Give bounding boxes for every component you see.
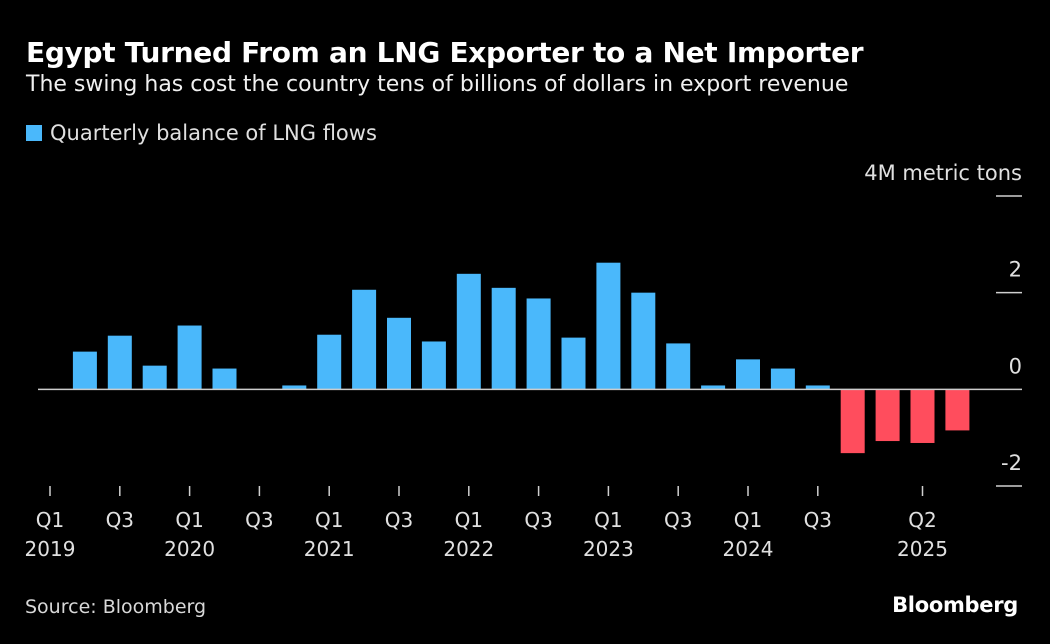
bloomberg-logo: Bloomberg	[892, 593, 1018, 617]
x-tick-quarter: Q3	[804, 508, 832, 532]
y-tick-label: 2	[1009, 258, 1022, 282]
bar-2022-q2	[491, 287, 516, 390]
x-tick-year: 2022	[443, 537, 494, 561]
bar-2025-q1	[875, 389, 900, 442]
x-tick-quarter: Q3	[245, 508, 273, 532]
bar-2024-q3	[805, 385, 830, 390]
bar-2023-q1	[596, 262, 621, 390]
chart-title: Egypt Turned From an LNG Exporter to a N…	[26, 36, 864, 69]
bar-2025-q2	[910, 389, 935, 443]
bar-2022-q1	[456, 273, 481, 390]
x-tick-quarter: Q1	[36, 508, 64, 532]
bar-2025-q3	[945, 389, 970, 431]
bar-2020-q1	[177, 325, 202, 390]
bar-2024-q2	[770, 368, 795, 390]
bar-2023-q3	[666, 343, 691, 390]
x-axis: Q1 2019 Q3 Q1 2020 Q3 Q1 2021 Q3 Q1 2022 Q3 Q1 2023 Q3…	[25, 486, 948, 561]
x-tick-quarter: Q3	[664, 508, 692, 532]
bar-2023-q2	[631, 292, 656, 390]
legend-label: Quarterly balance of LNG flows	[50, 121, 377, 145]
bar-2024-q4	[840, 389, 865, 454]
legend-swatch	[26, 125, 42, 141]
bar-2021-q2	[352, 289, 377, 390]
x-tick-year: 2020	[164, 537, 215, 561]
bar-2022-q3	[526, 298, 551, 390]
y-tick-label: 4M metric tons	[864, 161, 1022, 185]
x-tick-quarter: Q1	[455, 508, 483, 532]
bar-2022-q4	[561, 337, 586, 390]
bar-2021-q4	[421, 341, 446, 390]
legend: Quarterly balance of LNG flows	[26, 121, 377, 145]
x-tick-year: 2025	[897, 537, 948, 561]
x-tick-quarter: Q2	[908, 508, 936, 532]
y-tick-label: -2	[1001, 451, 1022, 475]
bar-2024-q1	[736, 359, 760, 390]
bar-2019-q3	[107, 335, 132, 390]
bar-2021-q1	[317, 334, 342, 390]
x-tick-quarter: Q1	[734, 508, 762, 532]
x-tick-quarter: Q1	[594, 508, 622, 532]
x-tick-year: 2023	[583, 537, 634, 561]
x-tick-quarter: Q1	[175, 508, 203, 532]
bar-2019-q4	[142, 365, 167, 390]
bars-group	[72, 262, 970, 454]
x-tick-quarter: Q3	[524, 508, 552, 532]
x-tick-quarter: Q3	[106, 508, 134, 532]
x-tick-year: 2024	[723, 537, 774, 561]
bar-2023-q4	[701, 385, 726, 390]
source-note: Source: Bloomberg	[25, 596, 207, 618]
bar-2020-q2	[212, 368, 237, 390]
bar-2019-q2	[72, 351, 97, 390]
y-tick-label: 0	[1009, 354, 1022, 378]
x-tick-quarter: Q3	[385, 508, 413, 532]
y-axis: 4M metric tons 2 0 -2	[864, 161, 1022, 487]
bar-2020-q4	[282, 385, 307, 390]
chart-subtitle: The swing has cost the country tens of b…	[26, 72, 849, 97]
x-tick-quarter: Q1	[315, 508, 343, 532]
x-tick-year: 2021	[304, 537, 355, 561]
x-tick-year: 2019	[25, 537, 76, 561]
bar-2021-q3	[387, 317, 411, 390]
